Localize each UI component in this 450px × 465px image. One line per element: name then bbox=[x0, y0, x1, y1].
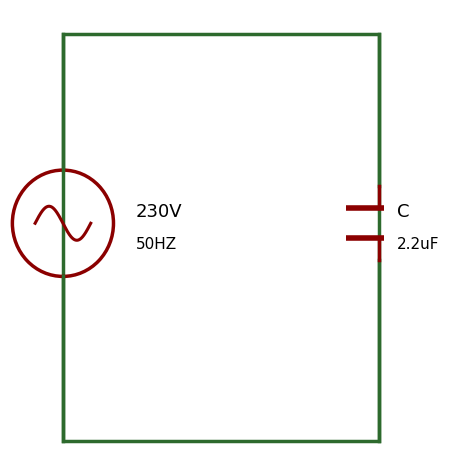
Text: 50HZ: 50HZ bbox=[135, 237, 176, 252]
Bar bbox=[63, 34, 379, 440]
Text: C: C bbox=[397, 203, 410, 221]
Text: 2.2uF: 2.2uF bbox=[397, 237, 440, 252]
Text: 230V: 230V bbox=[135, 203, 182, 221]
